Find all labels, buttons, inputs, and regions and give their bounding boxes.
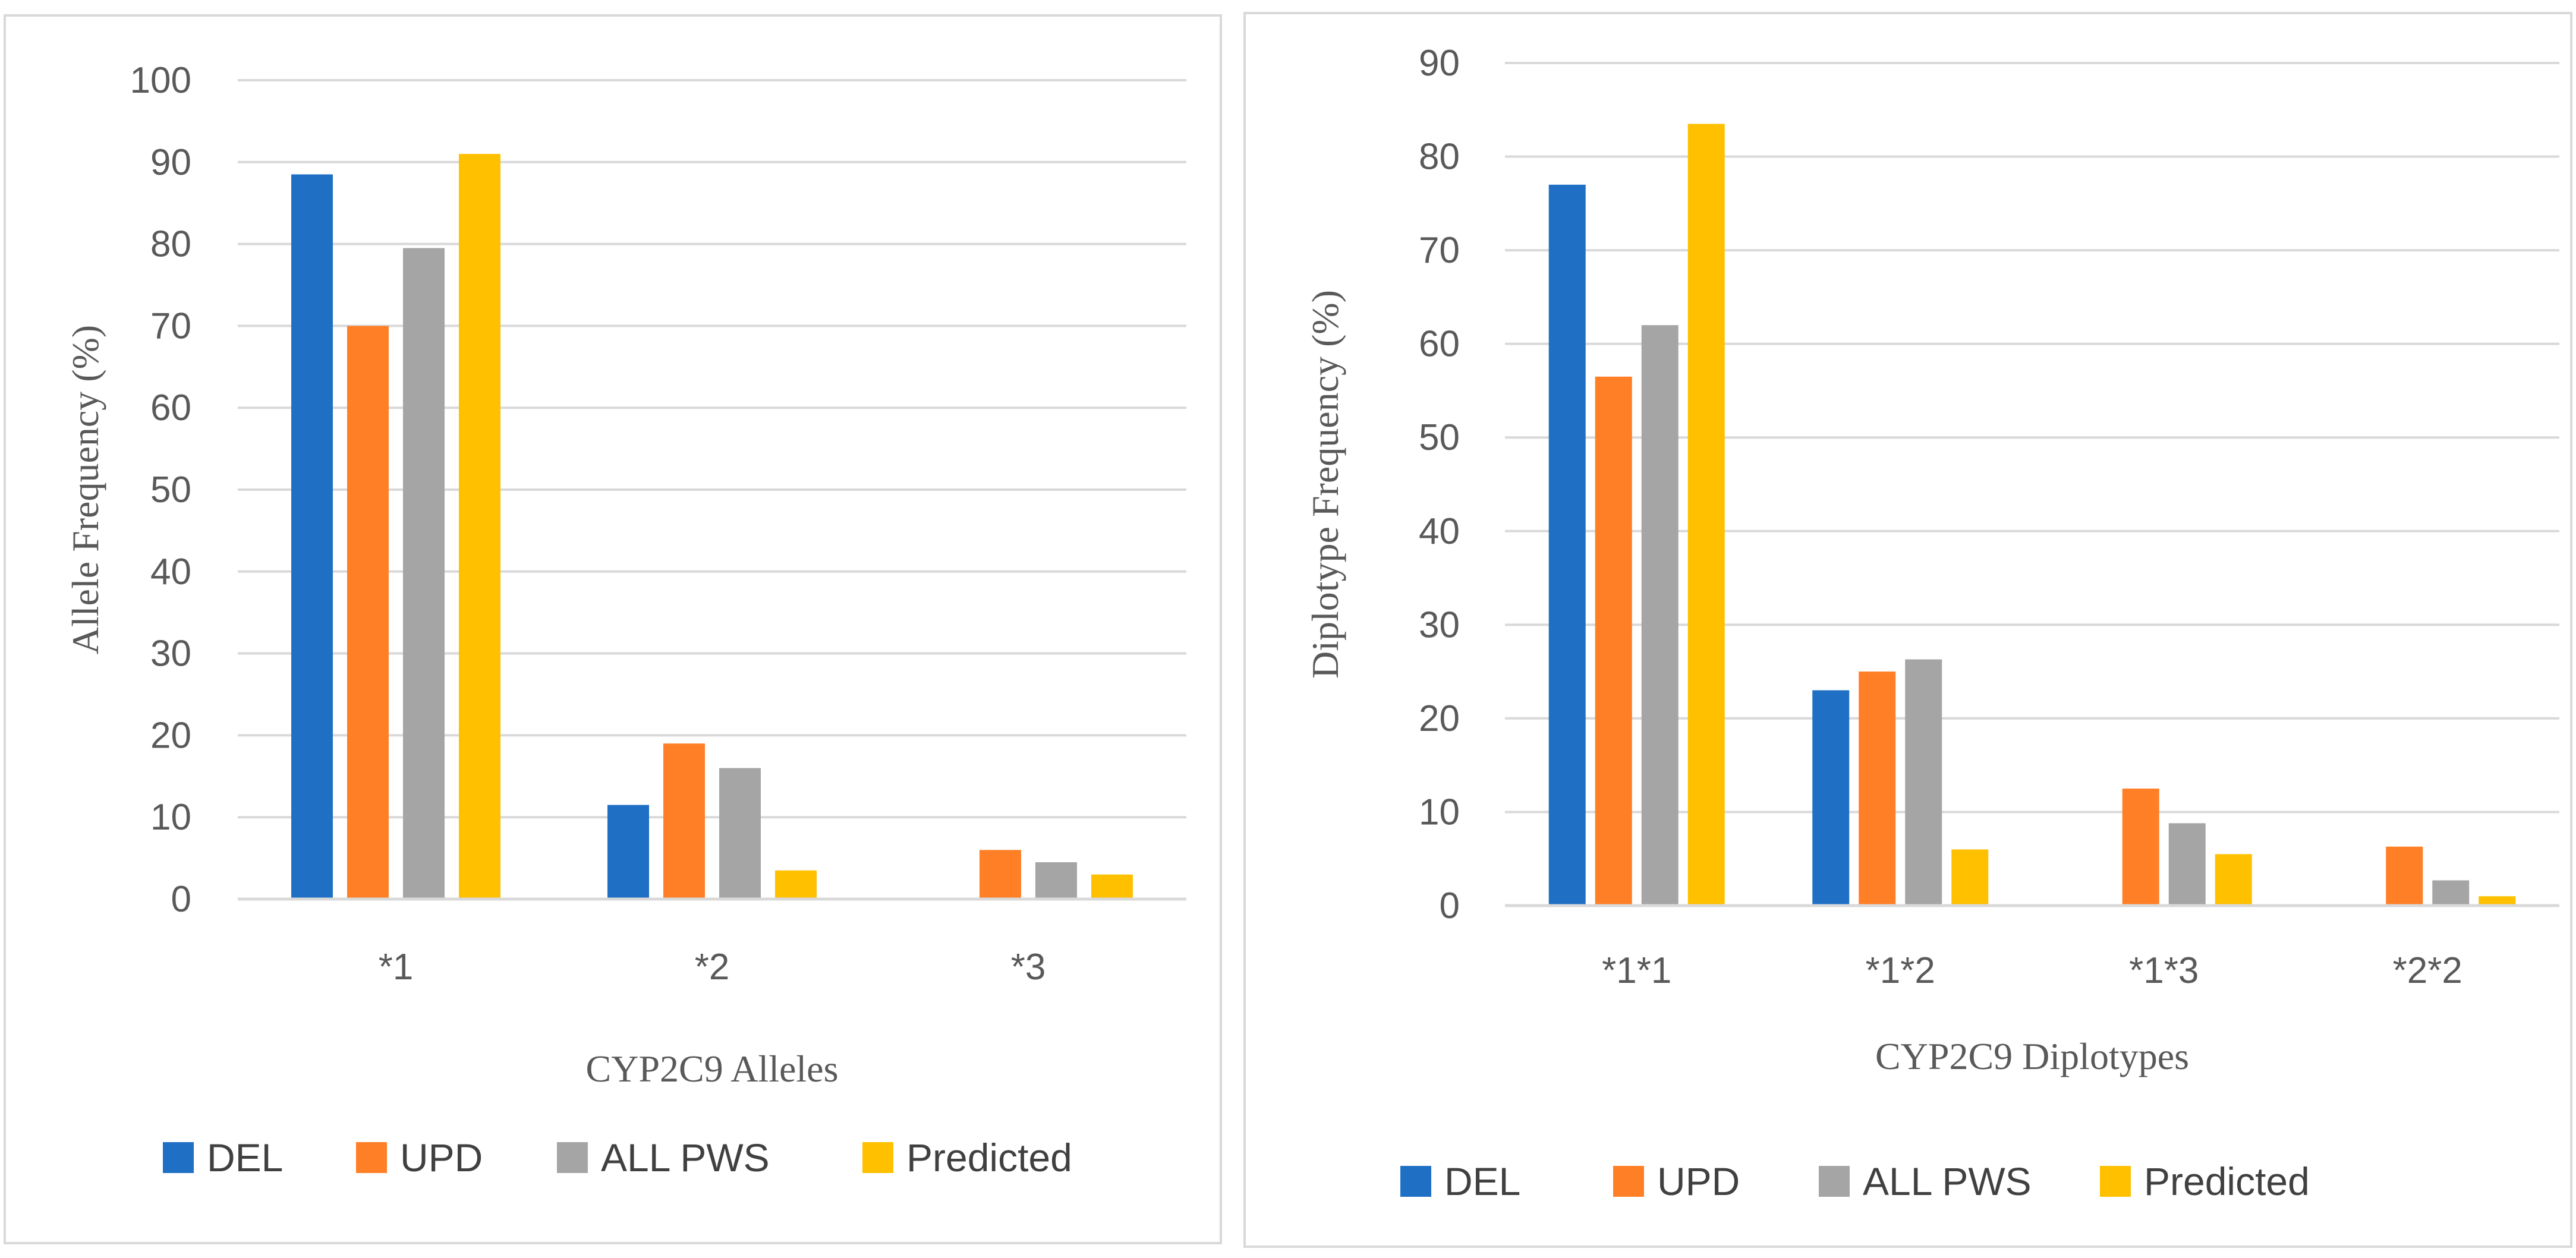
bar-all-pws — [403, 248, 445, 899]
bar-predicted — [1687, 124, 1725, 906]
bar-all-pws — [1905, 659, 1942, 906]
bar-predicted — [1091, 874, 1133, 899]
bar-del — [291, 174, 333, 900]
bar-all-pws — [1035, 862, 1077, 899]
y-tick-label: 40 — [1419, 511, 1460, 552]
bar-del — [1548, 184, 1586, 906]
y-tick-label: 30 — [1419, 604, 1460, 645]
x-tick-label: *1*3 — [2129, 950, 2199, 991]
allele-frequency-chart-panel: 0 10 20 30 40 50 60 70 80 90 100 *1 *2 *3 CYP2C9 Allel… — [4, 14, 1222, 1244]
y-tick-label: 90 — [150, 142, 191, 183]
legend-swatch-del — [1400, 1166, 1431, 1197]
bar-all-pws — [1641, 325, 1679, 906]
bar-predicted — [2479, 896, 2516, 906]
y-axis-title: Allele Frequency (%) — [64, 325, 106, 654]
y-tick-label: 70 — [150, 305, 191, 346]
y-tick-label: 90 — [1419, 43, 1460, 84]
bar-predicted — [775, 870, 817, 899]
bar-upd — [2386, 846, 2423, 906]
x-tick-label: *2*2 — [2393, 950, 2462, 991]
legend-swatch-predicted — [862, 1142, 893, 1173]
legend-label-upd: UPD — [400, 1136, 483, 1180]
legend-swatch-all-pws — [557, 1142, 588, 1173]
y-axis-title: Diplotype Frequency (%) — [1304, 290, 1346, 679]
bar-all-pws — [2168, 823, 2206, 906]
bar-del — [607, 805, 649, 899]
y-tick-label: 20 — [150, 715, 191, 756]
bar-upd — [1595, 376, 1632, 906]
y-tick-label: 80 — [150, 224, 191, 265]
legend-label-predicted: Predicted — [2144, 1159, 2310, 1203]
y-tick-label: 70 — [1419, 230, 1460, 271]
bar-predicted — [459, 154, 500, 899]
legend-swatch-all-pws — [1819, 1166, 1850, 1197]
bar-upd — [1859, 671, 1896, 906]
legend-label-predicted: Predicted — [906, 1136, 1072, 1180]
legend-swatch-del — [163, 1142, 194, 1173]
x-tick-label: *3 — [1011, 947, 1046, 988]
legend-label-all-pws: ALL PWS — [1863, 1159, 2032, 1203]
legend-swatch-upd — [1613, 1166, 1644, 1197]
bar-all-pws — [2432, 880, 2470, 906]
y-tick-label: 50 — [150, 469, 191, 510]
legend-label-del: DEL — [207, 1136, 283, 1180]
legend-label-all-pws: ALL PWS — [601, 1136, 770, 1180]
y-tick-label: 40 — [150, 551, 191, 592]
diplotype-frequency-chart-panel: 0 10 20 30 40 50 60 70 80 90 *1*1 *1*2 *1*3 *2*2 CYP2C… — [1243, 12, 2572, 1248]
diplotype-frequency-chart: 0 10 20 30 40 50 60 70 80 90 *1*1 *1*2 *1*3 *2*2 CYP2C… — [1304, 43, 2559, 1203]
bar-upd — [347, 326, 389, 899]
legend-swatch-predicted — [2100, 1166, 2131, 1197]
y-tick-label: 10 — [150, 797, 191, 838]
y-tick-label: 20 — [1419, 698, 1460, 739]
bar-del — [1812, 690, 1850, 906]
y-tick-label: 10 — [1419, 792, 1460, 833]
x-axis-title: CYP2C9 Diplotypes — [1875, 1035, 2189, 1077]
legend-swatch-upd — [356, 1142, 387, 1173]
y-tick-label: 100 — [130, 60, 191, 101]
bar-upd — [663, 743, 705, 899]
legend-label-del: DEL — [1444, 1159, 1520, 1203]
x-tick-label: *2 — [695, 947, 730, 988]
x-tick-label: *1*2 — [1866, 950, 1935, 991]
y-tick-label: 60 — [150, 387, 191, 428]
bar-all-pws — [719, 768, 761, 899]
bar-upd — [2122, 789, 2159, 906]
y-tick-label: 30 — [150, 633, 191, 674]
y-tick-label: 0 — [171, 879, 191, 920]
y-tick-label: 0 — [1440, 885, 1460, 926]
bar-upd — [980, 850, 1021, 899]
x-axis-title: CYP2C9 Alleles — [586, 1048, 839, 1090]
bar-predicted — [2215, 854, 2252, 906]
y-tick-label: 50 — [1419, 417, 1460, 458]
x-tick-label: *1*1 — [1602, 950, 1671, 991]
x-tick-label: *1 — [379, 947, 414, 988]
y-tick-label: 60 — [1419, 324, 1460, 365]
allele-frequency-chart: 0 10 20 30 40 50 60 70 80 90 100 *1 *2 *3 CYP2C9 Allel… — [64, 60, 1186, 1180]
bar-predicted — [1951, 849, 1989, 906]
legend-label-upd: UPD — [1657, 1159, 1740, 1203]
y-tick-label: 80 — [1419, 137, 1460, 178]
